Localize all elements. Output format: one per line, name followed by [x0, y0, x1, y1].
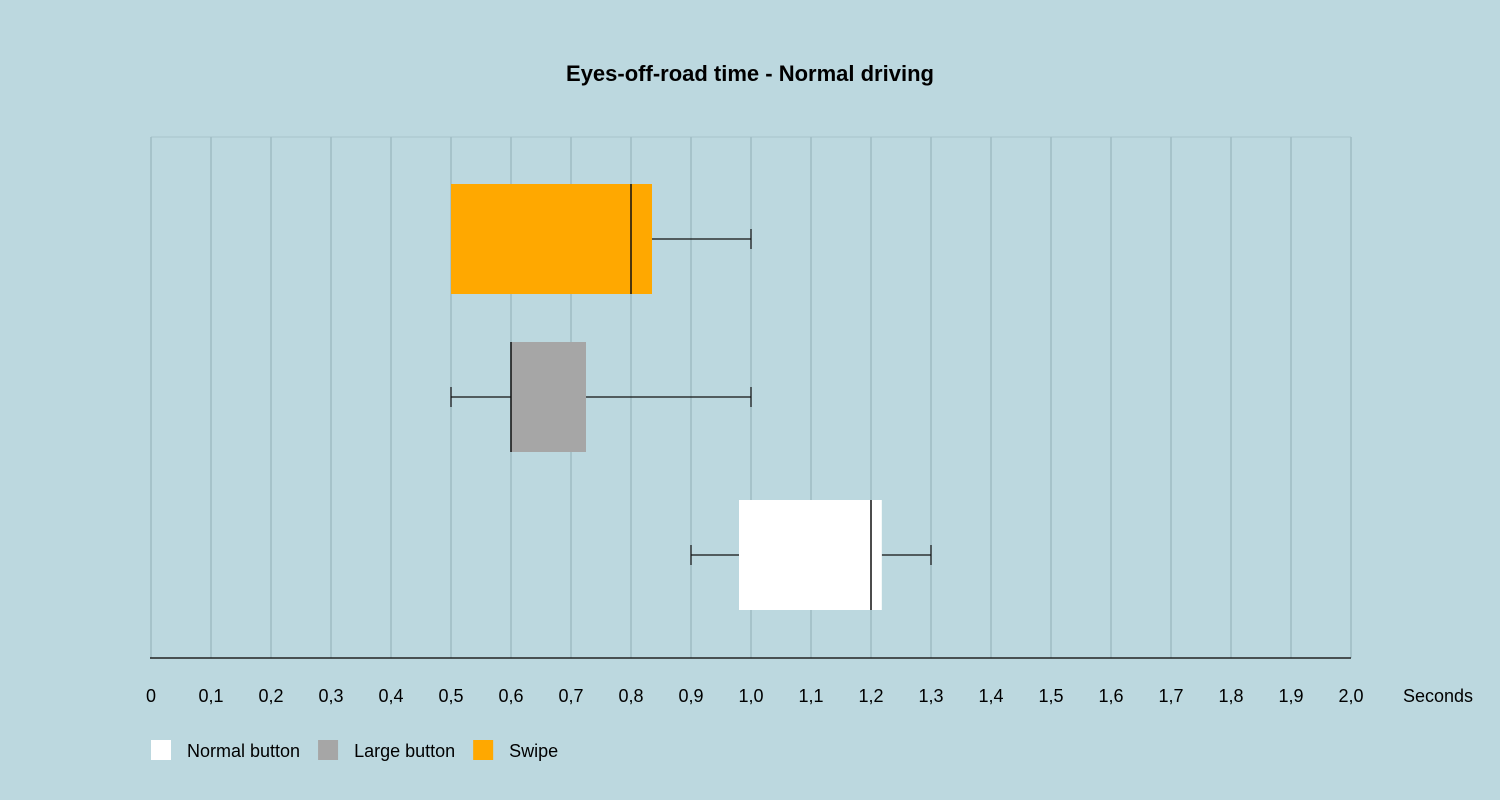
x-tick-label: 1,2: [858, 686, 883, 706]
x-tick-label: 0,8: [618, 686, 643, 706]
x-tick-label: 0,1: [198, 686, 223, 706]
legend-swatch: [473, 740, 494, 760]
boxes: [450, 184, 932, 610]
x-tick-label: 0,3: [318, 686, 343, 706]
x-tick-label: 0,6: [498, 686, 523, 706]
legend-label: Normal button: [187, 741, 300, 761]
x-tick-label: 1,4: [978, 686, 1003, 706]
x-tick-label: 1,8: [1218, 686, 1243, 706]
box-rect: [739, 500, 882, 610]
box-swipe: [451, 184, 752, 294]
x-tick-label: 0: [146, 686, 156, 706]
box-rect: [451, 184, 652, 294]
legend-item-normal-button: Normal button: [151, 740, 300, 761]
legend: Normal button Large button Swipe: [151, 740, 558, 761]
x-axis-label: Seconds: [1403, 686, 1473, 706]
x-tick-label: 0,9: [678, 686, 703, 706]
legend-label: Swipe: [509, 741, 558, 761]
x-tick-label: 0,7: [558, 686, 583, 706]
legend-label: Large button: [354, 741, 455, 761]
chart-title: Eyes-off-road time - Normal driving: [566, 61, 934, 86]
legend-swatch: [151, 740, 171, 760]
x-tick-label: 0,5: [438, 686, 463, 706]
legend-item-swipe: Swipe: [473, 740, 558, 761]
x-tick-label: 1,5: [1038, 686, 1063, 706]
x-tick-label: 1,0: [738, 686, 763, 706]
x-tick-label: 1,6: [1098, 686, 1123, 706]
box-large-button: [450, 342, 752, 452]
legend-item-large-button: Large button: [318, 740, 455, 761]
x-tick-label: 0,2: [258, 686, 283, 706]
box-rect: [511, 342, 586, 452]
x-tick-label: 1,3: [918, 686, 943, 706]
x-tick-label: 0,4: [378, 686, 403, 706]
x-tick-label: 1,9: [1278, 686, 1303, 706]
x-tick-label: 2,0: [1338, 686, 1363, 706]
legend-swatch: [318, 740, 339, 760]
x-tick-label: 1,7: [1158, 686, 1183, 706]
x-tick-label: 1,1: [798, 686, 823, 706]
box-normal-button: [690, 500, 932, 610]
x-tick-labels: 0 0,1 0,2 0,3 0,4 0,5 0,6 0,7 0,8 0,9 1,0 1,1 1,2 1,3…: [146, 686, 1364, 706]
